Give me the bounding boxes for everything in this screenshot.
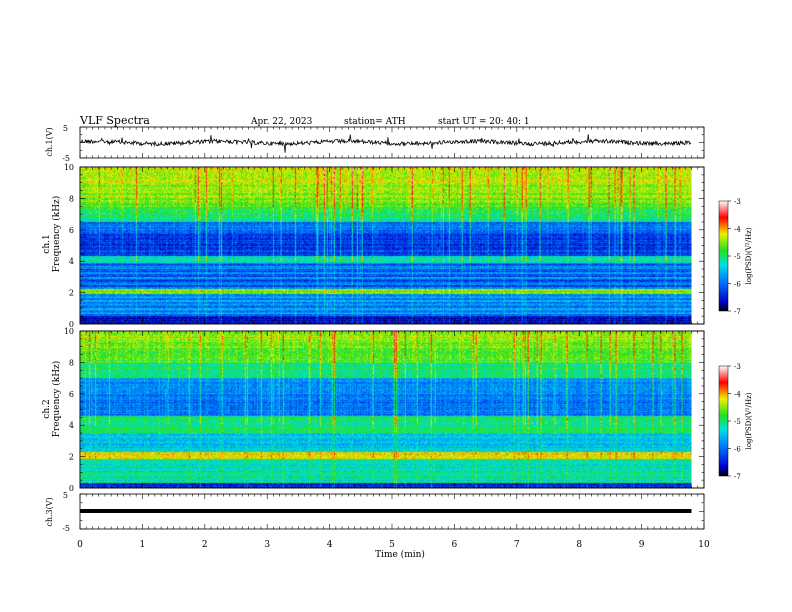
ch2-colorbar-ticks: -3 -4 -5 -6 -7 (728, 363, 741, 481)
freq-tick-label: 8 (69, 358, 74, 367)
figure-title: VLF Spectra (79, 114, 150, 127)
ch2-spectrogram-channel-label: ch.2 (42, 399, 52, 418)
colorbar-tick-label: -7 (734, 473, 741, 481)
ch1-colorbar-ticks: -3 -4 -5 -6 -7 (728, 198, 741, 316)
freq-tick-label: 2 (69, 289, 74, 298)
time-tick-label: 1 (140, 540, 146, 550)
ch2-spectrogram-ticks: 0 2 4 6 8 10 (64, 327, 705, 493)
ch1-ytick-bottom: -5 (62, 154, 70, 163)
station-label: station= ATH (344, 117, 406, 127)
ch3-waveform-ticks (79, 493, 705, 530)
ch3-waveform-trace (80, 509, 692, 513)
freq-tick-label: 6 (69, 226, 74, 235)
time-tick-label: 5 (389, 540, 395, 550)
start-time-label: start UT = 20: 40: 1 (438, 117, 530, 127)
ch1-waveform-frame (79, 126, 705, 159)
time-tick-label: 0 (77, 540, 83, 550)
time-tick-label: 7 (514, 540, 520, 550)
ch3-ytick-bottom: -5 (62, 524, 70, 533)
freq-tick-label: 0 (69, 484, 74, 493)
freq-tick-label: 10 (64, 163, 74, 172)
ch1-spectrogram-image (80, 167, 692, 324)
ch1-ytick-top: 5 (63, 124, 68, 133)
time-tick-label: 2 (202, 540, 208, 550)
colorbar-tick-label: -3 (734, 363, 741, 371)
ch1-waveform-line (80, 134, 692, 153)
time-axis-label: Time (min) (375, 549, 425, 560)
freq-tick-label: 10 (64, 327, 74, 336)
ch3-waveform-panel: 5 -5 ch.3(V) 0 1 2 3 4 5 6 7 8 9 10 Time (min) (45, 491, 710, 560)
ch1-waveform-ylabel: ch.1(V) (45, 127, 54, 156)
ch2-spectrogram-ylabel: Frequency (kHz) (51, 361, 62, 438)
freq-tick-label: 8 (69, 194, 74, 203)
ch1-waveform-ticks (79, 126, 705, 159)
ch2-colorbar (718, 365, 729, 477)
freq-tick-label: 6 (69, 390, 74, 399)
time-tick-label: 9 (639, 540, 645, 550)
freq-tick-label: 4 (69, 421, 74, 430)
date-label: Apr. 22, 2023 (250, 117, 313, 127)
colorbar-tick-label: -4 (734, 391, 741, 399)
colorbar-tick-label: -5 (734, 418, 741, 426)
ch1-colorbar-label: log(PSD)(V²/Hz) (745, 227, 753, 284)
ch1-waveform-panel: 5 -5 ch.1(V) (45, 124, 705, 163)
time-tick-label: 3 (264, 540, 270, 550)
freq-tick-label: 2 (69, 453, 74, 462)
freq-tick-label: 4 (69, 257, 74, 266)
time-axis-tick-labels: 0 1 2 3 4 5 6 7 8 9 10 (77, 540, 710, 550)
ch1-spectrogram-ylabel: Frequency (kHz) (51, 196, 62, 273)
colorbar-tick-label: -6 (734, 281, 741, 289)
ch3-ytick-top: 5 (63, 491, 68, 500)
colorbar-tick-label: -5 (734, 253, 741, 261)
freq-tick-label: 0 (69, 320, 74, 329)
ch3-waveform-ylabel: ch.3(V) (45, 497, 54, 526)
ch1-colorbar (718, 200, 729, 312)
ch1-spectrogram-ticks: 0 2 4 6 8 10 (64, 163, 705, 329)
ch2-spectrogram-image (80, 331, 692, 488)
time-tick-label: 6 (452, 540, 458, 550)
colorbar-tick-label: -7 (734, 308, 741, 316)
time-tick-label: 4 (327, 540, 333, 550)
colorbar-tick-label: -6 (734, 446, 741, 454)
ch2-colorbar-label: log(PSD)(V²/Hz) (745, 392, 753, 449)
ch1-spectrogram-channel-label: ch.1 (42, 234, 52, 253)
ch1-waveform-trace (80, 134, 692, 153)
colorbar-tick-label: -4 (734, 226, 741, 234)
colorbar-tick-label: -3 (734, 198, 741, 206)
time-tick-label: 10 (698, 540, 710, 550)
time-tick-label: 8 (576, 540, 582, 550)
